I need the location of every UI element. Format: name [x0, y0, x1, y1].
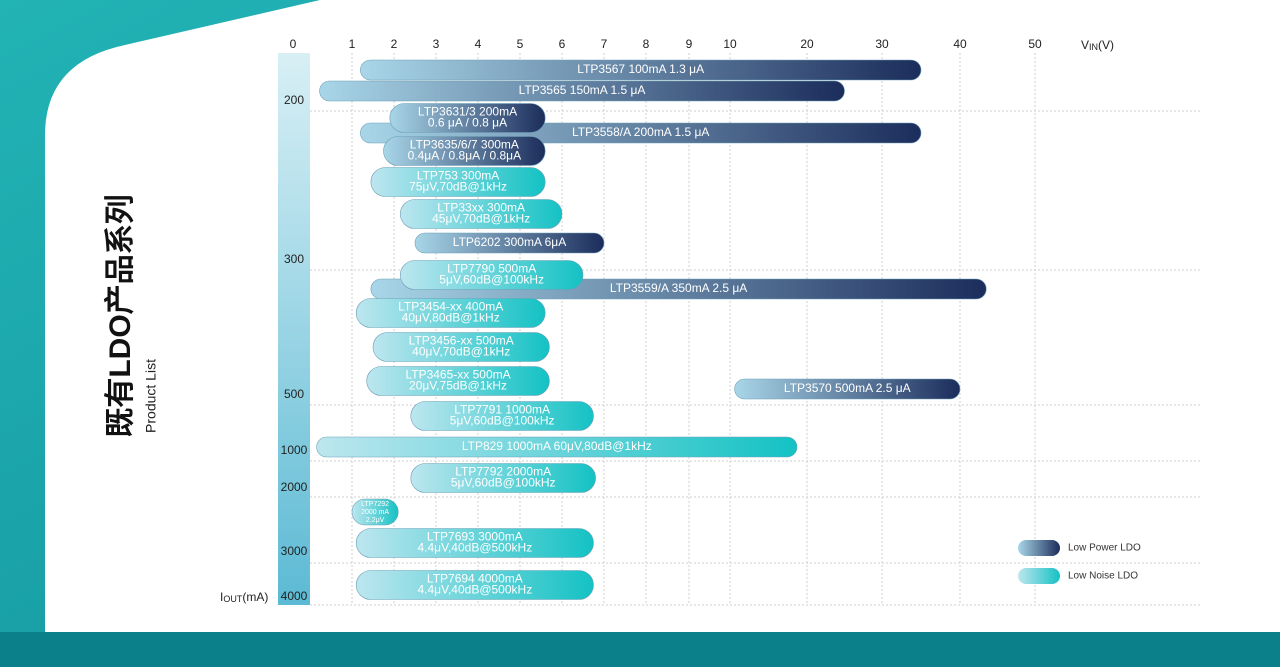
- y-tick-label: 1000: [281, 443, 308, 457]
- product-label: LTP33xx 300mA: [437, 201, 525, 215]
- product-label: LTP3454-xx 400mA: [398, 300, 503, 314]
- x-tick-label: 8: [643, 37, 650, 51]
- x-label-unit: (V): [1098, 38, 1114, 52]
- product-label: LTP829 1000mA 60μV,80dB@1kHz: [462, 439, 652, 453]
- x-tick-label: 10: [723, 37, 737, 51]
- product-label: LTP7791 1000mA: [454, 403, 550, 417]
- x-tick-label: 4: [475, 37, 482, 51]
- product-bar: [355, 570, 594, 600]
- card: [45, 0, 1280, 632]
- product-bar: [366, 366, 550, 396]
- subtitle: Product List: [143, 359, 159, 433]
- product-label: LTP3565 150mA 1.5 μA: [519, 83, 646, 97]
- product-label: 4.4μV,40dB@500kHz: [417, 541, 532, 555]
- product-label: 40μV,70dB@1kHz: [412, 345, 510, 359]
- y-label-main: I: [220, 590, 223, 604]
- product-label: LTP3635/6/7 300mA: [410, 138, 519, 152]
- product-label: LTP3465-xx 500mA: [405, 368, 510, 382]
- product-label: LTP6202 300mA 6μA: [453, 235, 566, 249]
- y-axis-band: [278, 53, 310, 605]
- product-label: LTP3567 100mA 1.3 μA: [577, 62, 704, 76]
- product-label: LTP3559/A 350mA 2.5 μA: [610, 281, 747, 295]
- y-label-sub: OUT: [223, 594, 243, 604]
- product-bar: [355, 298, 546, 328]
- product-label: 20μV,75dB@1kHz: [409, 379, 507, 393]
- y-tick-label: 3000: [281, 544, 308, 558]
- product-label: 75μV,70dB@1kHz: [409, 180, 507, 194]
- legend-swatch: [1018, 568, 1060, 584]
- x-label-main: V: [1081, 38, 1089, 52]
- x-tick-label: 9: [686, 37, 693, 51]
- product-label: LTP3456-xx 500mA: [409, 334, 514, 348]
- y-tick-label: 4000: [281, 589, 308, 603]
- product-bar: [734, 378, 961, 400]
- legend-label: Low Power LDO: [1068, 543, 1141, 554]
- product-label: LTP7694 4000mA: [427, 572, 523, 586]
- y-tick-label: 300: [284, 252, 304, 266]
- x-tick-label: 40: [953, 37, 967, 51]
- product-label: 40μV,80dB@1kHz: [402, 311, 500, 325]
- product-bar: [410, 401, 594, 431]
- x-tick-label: 7: [601, 37, 608, 51]
- x-tick-label: 5: [517, 37, 524, 51]
- product-label: 2000 mA: [361, 509, 389, 516]
- product-bar: [355, 528, 594, 558]
- product-label: 45μV,70dB@1kHz: [432, 212, 530, 226]
- x-tick-label: 20: [800, 37, 814, 51]
- product-label: LTP3570 500mA 2.5 μA: [784, 381, 911, 395]
- product-label: 5μV,60dB@100kHz: [439, 273, 544, 287]
- product-label: LTP3558/A 200mA 1.5 μA: [572, 125, 709, 139]
- x-tick-label: 0: [290, 37, 297, 51]
- product-label: LTP7790 500mA: [447, 262, 536, 276]
- x-tick-label: 3: [433, 37, 440, 51]
- product-label: LTP7792 2000mA: [455, 465, 551, 479]
- product-bar: [372, 332, 550, 362]
- bottom-strip: [0, 632, 1280, 667]
- product-bar: [414, 232, 605, 254]
- x-tick-label: 50: [1028, 37, 1042, 51]
- x-axis-label: VIN(V): [1081, 38, 1114, 52]
- y-label-unit: (mA): [242, 590, 268, 604]
- product-bar: [389, 103, 546, 133]
- y-axis-label: IOUT(mA): [220, 590, 268, 604]
- x-tick-label: 6: [559, 37, 566, 51]
- product-label: 5μV,60dB@100kHz: [451, 476, 556, 490]
- product-bar: [360, 59, 922, 81]
- product-label: 4.4μV,40dB@500kHz: [417, 583, 532, 597]
- product-label: LTP7693 3000mA: [427, 530, 523, 544]
- product-label: LTP753 300mA: [417, 169, 500, 183]
- x-label-sub: IN: [1089, 42, 1098, 52]
- x-tick-label: 30: [875, 37, 889, 51]
- legend-swatch: [1018, 540, 1060, 556]
- product-bar: [351, 498, 399, 526]
- y-tick-label: 200: [284, 93, 304, 107]
- x-tick-label: 1: [349, 37, 356, 51]
- product-label: 0.4μA / 0.8μA / 0.8μA: [408, 149, 521, 163]
- legend-label: Low Noise LDO: [1068, 571, 1138, 582]
- product-label: LTP3631/3 200mA: [418, 105, 517, 119]
- product-label: 0.6 μA / 0.8 μA: [428, 116, 507, 130]
- product-label: 5μV,60dB@100kHz: [450, 414, 555, 428]
- product-bar: [319, 80, 845, 102]
- product-label: 2.2μV: [366, 517, 385, 524]
- x-tick-label: 2: [391, 37, 398, 51]
- product-bar: [316, 436, 798, 458]
- product-bar: [383, 136, 546, 166]
- product-bar: [370, 167, 546, 197]
- title: 既有LDO产品系列: [104, 194, 137, 437]
- product-bar: [410, 463, 596, 493]
- product-bar: [399, 199, 563, 229]
- product-bar: [399, 260, 584, 290]
- y-tick-label: 500: [284, 387, 304, 401]
- y-tick-label: 2000: [281, 480, 308, 494]
- product-label: LTP7292: [361, 501, 389, 508]
